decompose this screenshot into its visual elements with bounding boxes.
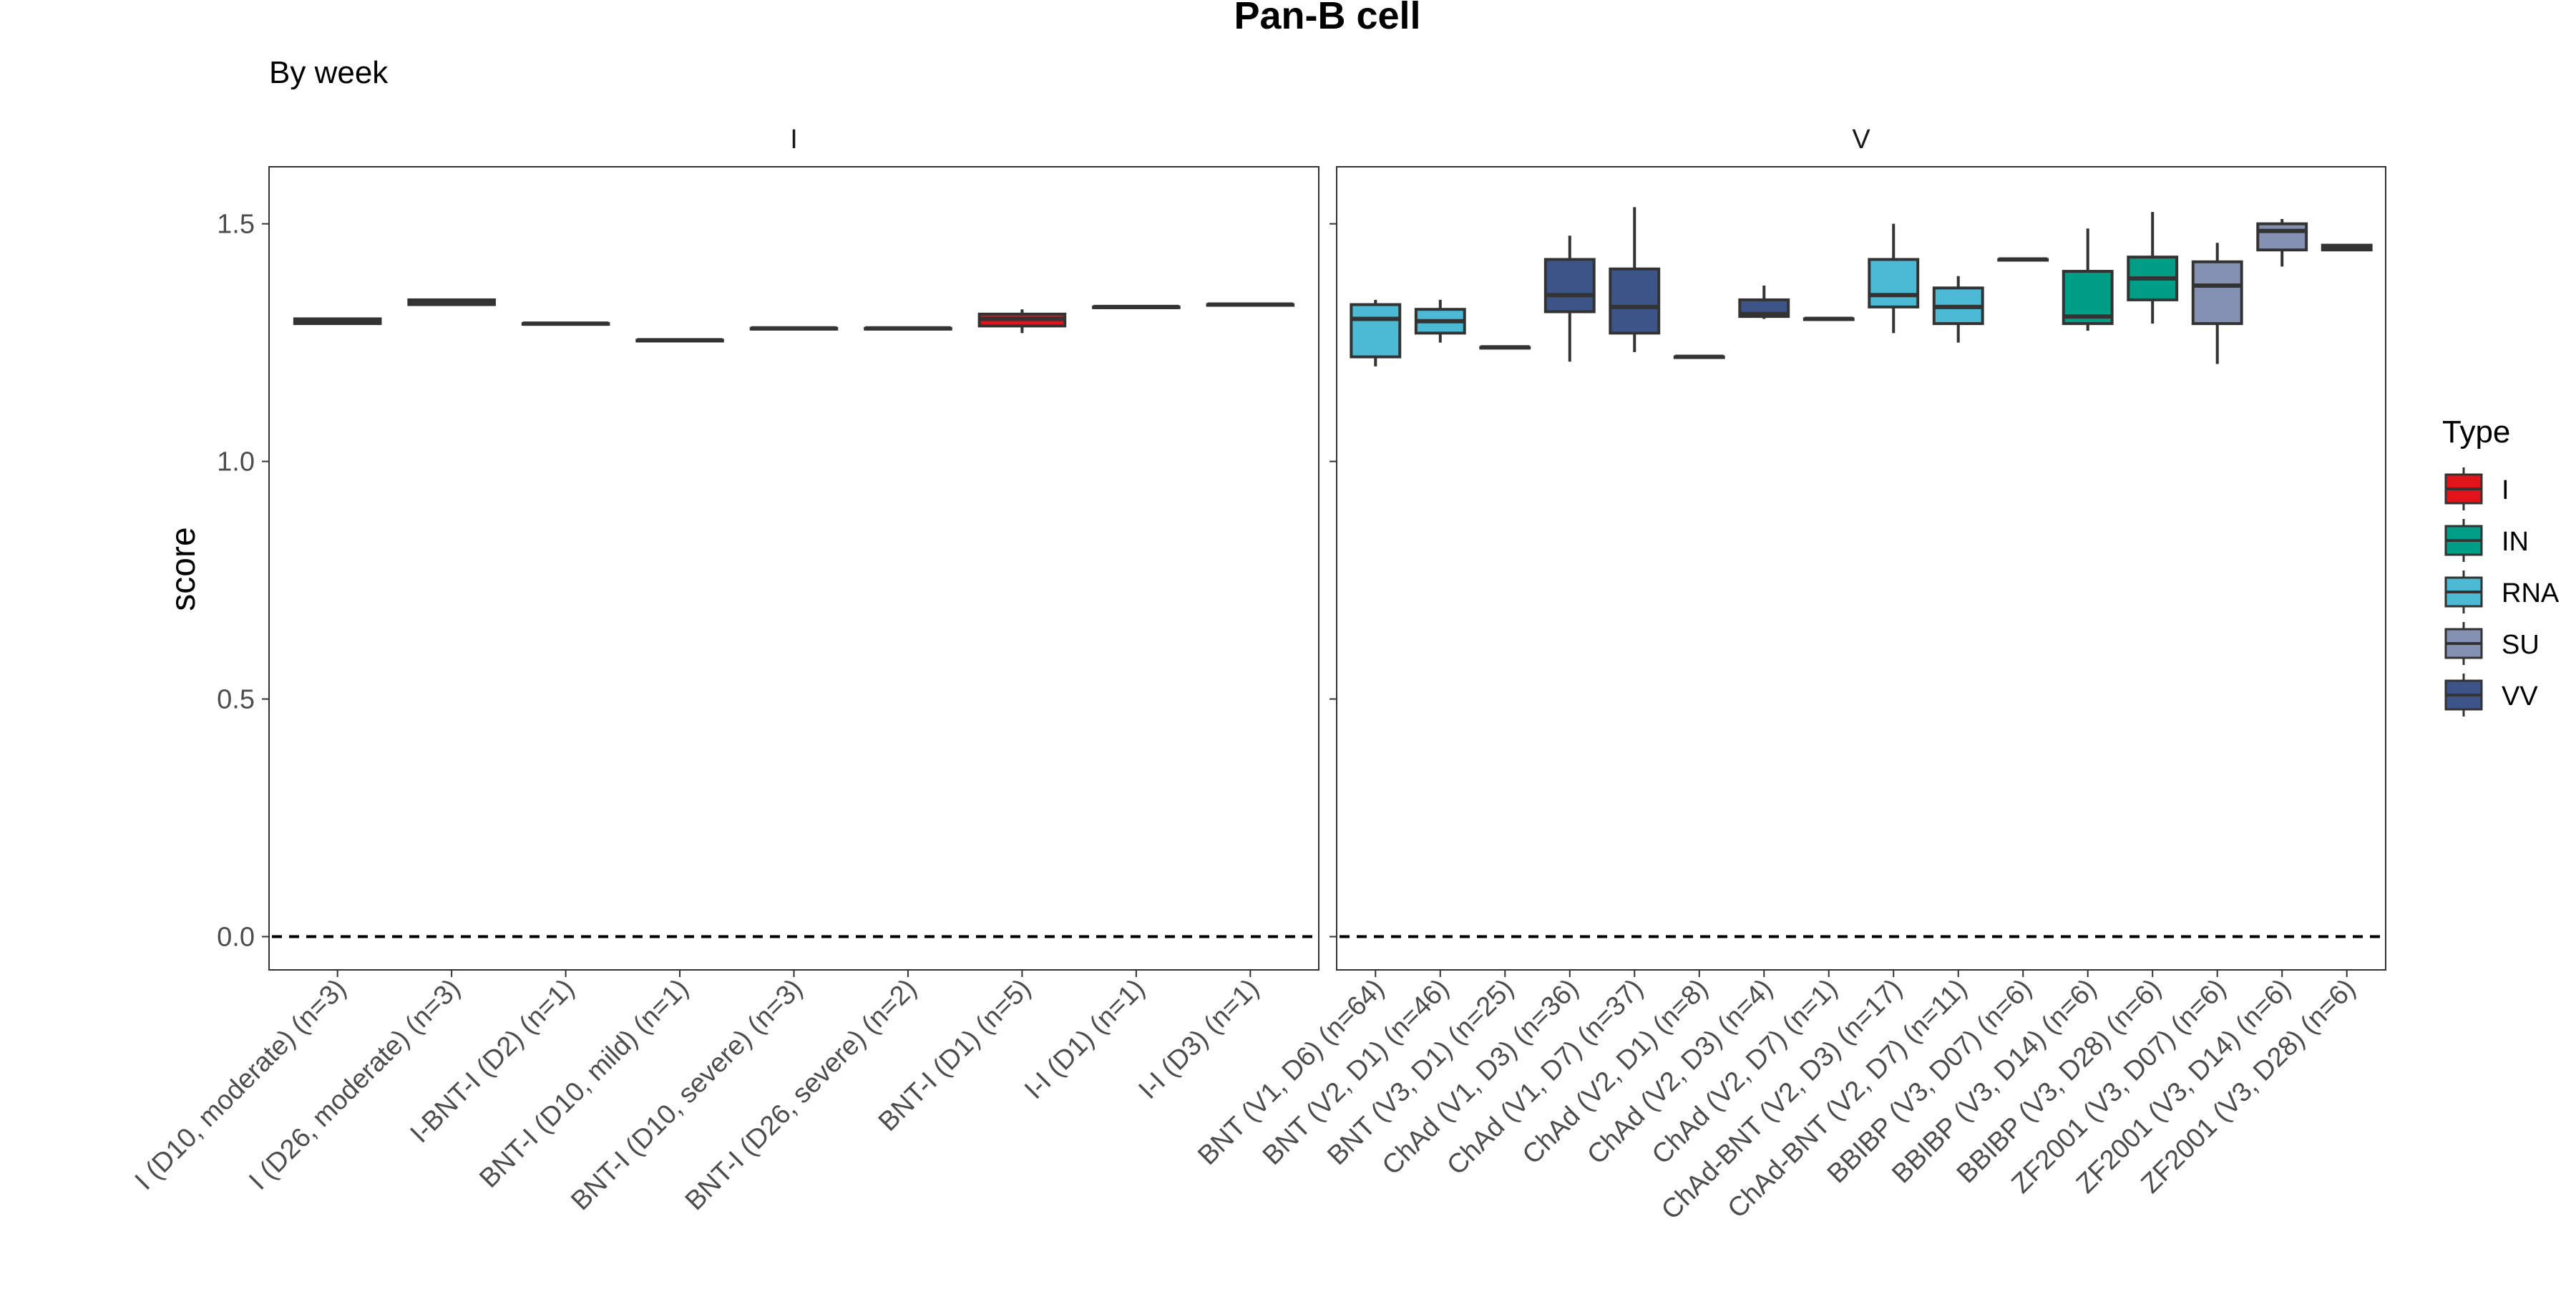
legend-item: RNA	[2444, 570, 2560, 613]
legend-label: IN	[2502, 527, 2529, 557]
legend-label: I	[2502, 475, 2509, 505]
legend-item: I	[2444, 467, 2509, 510]
legend-item: IN	[2444, 519, 2529, 562]
panel-strip-label: I	[790, 125, 798, 155]
legend: Type I IN RNA SU VV	[2442, 414, 2560, 717]
panel-I: I 0.0 0.5 1.0 1.5 I (D10, moderate) (n=3)I (D…	[130, 125, 1319, 1216]
legend-item: VV	[2444, 674, 2538, 717]
x-tick-label: BNT-I (D26, severe) (n=2)	[680, 973, 923, 1217]
legend-items: I IN RNA SU VV	[2444, 467, 2560, 717]
y-tick-label: 0.5	[217, 685, 255, 715]
x-tick-label: I-I (D3) (n=1)	[1133, 973, 1264, 1105]
y-tick-label: 1.5	[217, 210, 255, 240]
chart-subtitle: By week	[269, 55, 389, 90]
x-tick-label: I (D10, moderate) (n=3)	[130, 973, 352, 1196]
x-tick-label: I-I (D1) (n=1)	[1019, 973, 1151, 1105]
box-body	[1543, 258, 1596, 314]
panels: I 0.0 0.5 1.0 1.5 I (D10, moderate) (n=3)I (D…	[130, 125, 2386, 1225]
legend-label: SU	[2502, 630, 2540, 660]
legend-label: RNA	[2502, 578, 2560, 608]
box-body	[1350, 303, 1402, 359]
legend-label: VV	[2502, 681, 2538, 711]
panel-border	[268, 166, 1319, 971]
panel-strip-label: V	[1852, 125, 1870, 155]
x-tick-label: BNT-I (D10, mild) (n=1)	[474, 973, 694, 1194]
legend-item: SU	[2444, 622, 2540, 665]
box-body	[1609, 267, 1661, 335]
box-body	[2256, 222, 2308, 252]
y-tick-label: 0.0	[217, 923, 255, 953]
y-axis-label: score	[165, 527, 203, 611]
x-tick-label: BNT-I (D10, severe) (n=3)	[565, 973, 809, 1217]
legend-title: Type	[2442, 414, 2510, 450]
y-tick-label: 1.0	[217, 447, 255, 477]
box-body	[1868, 258, 1920, 309]
x-tick-label: I (D26, moderate) (n=3)	[243, 973, 466, 1196]
box-body	[2191, 260, 2243, 326]
chart-title: Pan-B cell	[1234, 0, 1420, 37]
